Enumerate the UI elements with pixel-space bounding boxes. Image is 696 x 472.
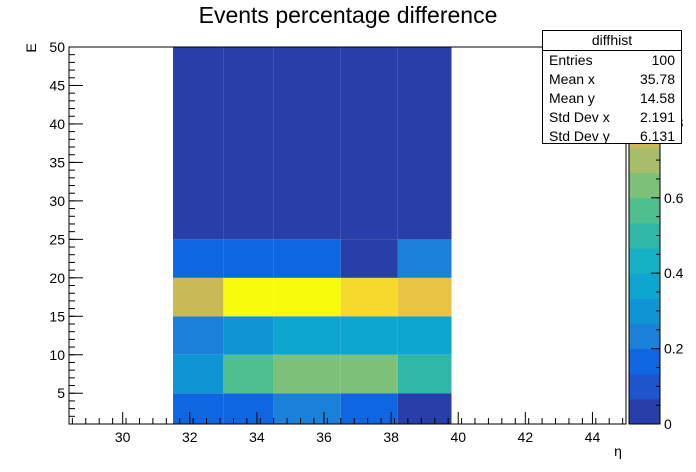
stats-value: 100 bbox=[651, 52, 675, 68]
heatmap-cell bbox=[340, 239, 398, 278]
heatmap-cell bbox=[397, 354, 452, 394]
stats-row-entries: Entries 100 bbox=[543, 51, 681, 70]
stats-row-mean-x: Mean x 35.78 bbox=[543, 70, 681, 89]
x-axis-ticks: 30 32 34 36 38 40 42 44 bbox=[71, 412, 624, 445]
y-tick-label: 20 bbox=[49, 270, 65, 286]
chart-title: Events percentage difference bbox=[198, 2, 498, 28]
heatmap-cell bbox=[173, 354, 224, 394]
plot-frame bbox=[68, 46, 627, 425]
heatmap-cell bbox=[173, 277, 224, 317]
palette-tick-label: 0.2 bbox=[664, 341, 684, 357]
stats-label: Mean y bbox=[549, 90, 595, 106]
heatmap-cell bbox=[223, 239, 274, 278]
palette-swatch bbox=[629, 323, 660, 350]
y-tick-label: 45 bbox=[49, 77, 65, 93]
heatmap-cell bbox=[273, 316, 341, 355]
palette-swatch bbox=[629, 348, 660, 375]
stats-label: Std Dev x bbox=[549, 109, 610, 125]
heatmap-cell bbox=[173, 47, 224, 240]
heatmap-cell bbox=[223, 393, 274, 424]
y-tick-label: 40 bbox=[49, 116, 65, 132]
heatmap-cell bbox=[397, 277, 452, 317]
x-axis-label: η bbox=[614, 443, 622, 459]
stats-value: 35.78 bbox=[639, 71, 675, 87]
x-tick-label: 36 bbox=[316, 429, 332, 445]
x-tick-label: 34 bbox=[249, 429, 265, 445]
heatmap-cell bbox=[173, 316, 224, 355]
heatmap-cells bbox=[173, 47, 452, 424]
heatmap-cell bbox=[223, 47, 274, 240]
palette-swatch bbox=[629, 373, 660, 400]
heatmap-cell bbox=[223, 354, 274, 394]
stats-label: Std Dev y bbox=[549, 128, 610, 144]
y-tick-label: 50 bbox=[49, 39, 65, 55]
heatmap-cell bbox=[397, 316, 452, 355]
palette-swatch bbox=[629, 197, 660, 224]
heatmap-cell bbox=[340, 354, 398, 394]
y-tick-label: 35 bbox=[49, 154, 65, 170]
stats-label: Entries bbox=[549, 52, 593, 68]
x-tick-label: 44 bbox=[585, 429, 601, 445]
palette-swatch bbox=[629, 172, 660, 199]
palette-tick-label: 0.4 bbox=[664, 265, 684, 281]
palette-swatch bbox=[629, 273, 660, 299]
x-tick-label: 42 bbox=[518, 429, 534, 445]
heatmap-cell bbox=[397, 393, 452, 424]
x-tick-label: 30 bbox=[115, 429, 131, 445]
heatmap-cell bbox=[340, 393, 398, 424]
stats-value: 2.191 bbox=[639, 109, 675, 125]
palette-swatch bbox=[629, 248, 660, 274]
palette-tick-label: 0 bbox=[664, 416, 672, 432]
stats-box: diffhist Entries 100 Mean x 35.78 Mean y… bbox=[542, 30, 682, 144]
palette-swatch bbox=[629, 147, 660, 174]
x-tick-label: 32 bbox=[182, 429, 198, 445]
y-tick-label: 15 bbox=[49, 308, 65, 324]
heatmap-cell bbox=[223, 277, 274, 317]
stats-row-std-dev-y: Std Dev y 6.131 bbox=[543, 127, 681, 146]
heatmap-cell bbox=[397, 47, 452, 240]
heatmap-cell bbox=[340, 277, 398, 317]
y-tick-label: 10 bbox=[49, 347, 65, 363]
stats-value: 14.58 bbox=[639, 90, 675, 106]
x-tick-label: 40 bbox=[450, 429, 466, 445]
heatmap-cell bbox=[273, 277, 341, 317]
palette-tick-label: 0.6 bbox=[664, 190, 684, 206]
heatmap-cell bbox=[340, 316, 398, 355]
y-tick-label: 5 bbox=[57, 385, 65, 401]
heatmap-cell bbox=[273, 393, 341, 424]
heatmap-cell bbox=[223, 316, 274, 355]
heatmap-cell bbox=[340, 47, 398, 240]
heatmap-cell bbox=[397, 239, 452, 278]
stats-row-std-dev-x: Std Dev x 2.191 bbox=[543, 108, 681, 127]
palette-swatch bbox=[629, 222, 660, 249]
y-axis-ticks: 5 10 15 20 25 30 35 40 45 50 bbox=[49, 39, 83, 417]
stats-label: Mean x bbox=[549, 71, 595, 87]
heatmap-cell bbox=[173, 239, 224, 278]
y-tick-label: 30 bbox=[49, 193, 65, 209]
x-tick-label: 38 bbox=[383, 429, 399, 445]
heatmap-cell bbox=[173, 393, 224, 424]
stats-value: 6.131 bbox=[639, 128, 675, 144]
heatmap-cell bbox=[273, 354, 341, 394]
heatmap-cell bbox=[273, 239, 341, 278]
y-axis-label: E bbox=[23, 43, 39, 52]
palette-swatch bbox=[629, 398, 660, 425]
heatmap-cell bbox=[273, 47, 341, 240]
palette-swatch bbox=[629, 298, 660, 324]
stats-box-title: diffhist bbox=[543, 31, 681, 51]
stats-row-mean-y: Mean y 14.58 bbox=[543, 89, 681, 108]
y-tick-label: 25 bbox=[49, 231, 65, 247]
